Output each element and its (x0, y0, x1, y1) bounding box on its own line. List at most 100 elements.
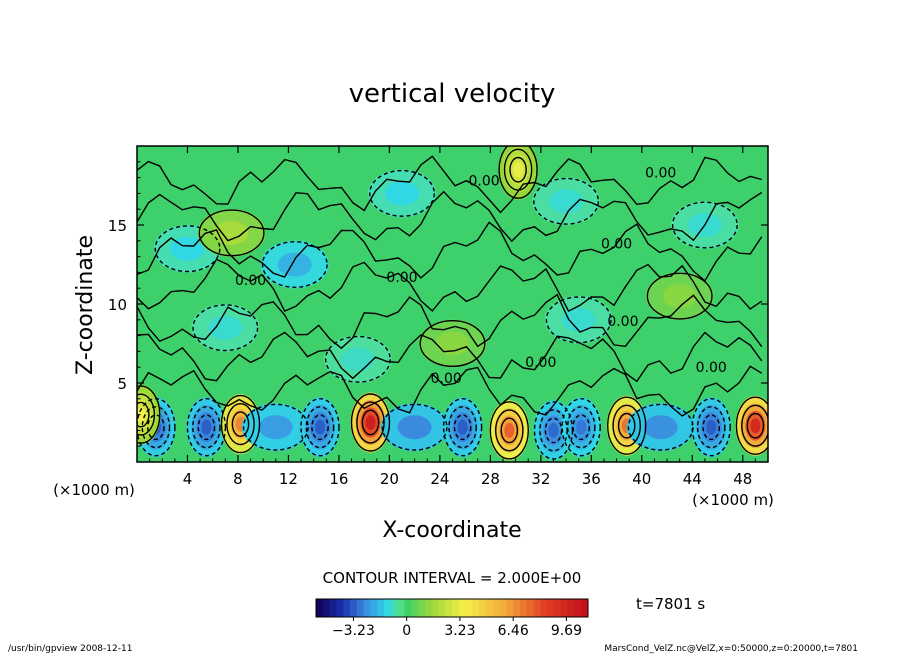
contour-line (141, 406, 171, 449)
colorbar-band (581, 599, 589, 617)
velocity-cell (340, 347, 375, 372)
contour-label: 0.00 (645, 166, 676, 182)
contour-interval-text: CONTOUR INTERVAL = 2.000E+00 (323, 569, 582, 587)
colorbar-band (465, 599, 473, 617)
velocity-cell (385, 181, 419, 206)
colorbar-band (452, 599, 460, 617)
velocity-cell (548, 422, 559, 438)
zero-contour-line (137, 258, 763, 313)
velocity-cell (137, 407, 146, 423)
colorbar-band (520, 599, 528, 617)
velocity-cell (576, 419, 587, 435)
footer-right: MarsCond_VelZ.nc@VelZ,x=0:50000,z=0:2000… (604, 644, 858, 654)
velocity-cell (315, 419, 325, 435)
colorbar-band (322, 599, 330, 617)
contour-line (572, 414, 591, 441)
x-tick-label: 44 (683, 470, 702, 488)
velocity-cell (513, 162, 524, 178)
plot-area: 0.00 0.00 0.00 0.00 0.00 0.00 0.00 0.00 0.00 (136, 145, 769, 463)
contour-line (305, 406, 335, 449)
x-tick-label: 40 (632, 470, 651, 488)
colorbar-band (533, 599, 541, 617)
contour-line (137, 401, 150, 428)
zero-contour-line (137, 155, 762, 214)
contour-label: 0.00 (386, 270, 417, 286)
colorbar-bands (315, 598, 589, 618)
x-tick-label: 12 (279, 470, 298, 488)
contour-line (197, 414, 216, 441)
contour-line (746, 412, 765, 439)
contour-line (617, 412, 636, 439)
contour-label: 0.00 (601, 237, 632, 253)
velocity-cell (662, 284, 697, 309)
y-axis-label: Z-coordinate (73, 235, 98, 375)
colorbar-band (499, 599, 507, 617)
colorbar-band (363, 599, 371, 617)
colorbar-band (445, 599, 453, 617)
contour-label: 0.00 (469, 174, 500, 190)
contour-line (324, 335, 391, 383)
contour-line (646, 272, 713, 320)
velocity-cell (208, 315, 243, 340)
contour-label: 0.00 (525, 355, 556, 371)
x-tick-label: 20 (380, 470, 399, 488)
contour-line (503, 148, 533, 191)
zero-contour-line (137, 293, 763, 350)
colorbar-band (418, 599, 426, 617)
contour-line (137, 393, 156, 436)
contour-line (741, 404, 768, 447)
contour-line (369, 169, 436, 217)
colorbar-band (431, 599, 439, 617)
colorbar-band (526, 599, 534, 617)
contour-line (381, 403, 448, 451)
contour-label: 0.00 (431, 371, 462, 387)
contour-line (509, 156, 527, 183)
x-tick-label: 36 (582, 470, 601, 488)
contour-line (231, 411, 250, 437)
colorbar-band (438, 599, 446, 617)
x-tick-label: 8 (233, 470, 243, 488)
y-tick-label: 10 (108, 296, 127, 314)
x-tick-label: 28 (481, 470, 500, 488)
colorbar-tick-label: 6.46 (498, 623, 529, 639)
zero-contour-line (137, 365, 763, 417)
y-tick-label: 5 (117, 375, 127, 393)
colorbar-band (336, 599, 344, 617)
contour-label: 0.00 (607, 314, 638, 330)
colorbar-ticks: −3.23 0 3.23 6.46 9.69 (332, 617, 582, 639)
contour-lines (137, 146, 768, 460)
colorbar-band (540, 599, 548, 617)
colorbar-band (356, 599, 364, 617)
contour-line (607, 396, 647, 455)
contour-line (494, 409, 524, 452)
contour-line (186, 398, 227, 457)
contour-line (242, 403, 309, 451)
contour-line (627, 403, 694, 451)
contour-line (500, 417, 519, 444)
colorbar-tick-label: −3.23 (332, 623, 375, 639)
colorbar-band (329, 599, 337, 617)
velocity-cell (277, 252, 312, 277)
contour-label: 0.00 (696, 360, 727, 376)
colorbar-band (370, 599, 378, 617)
zero-contour-line (137, 221, 763, 282)
x-axis-label: X-coordinate (382, 518, 521, 543)
contour-line (453, 414, 472, 441)
chart-title: vertical velocity (349, 79, 556, 109)
colorbar-band (390, 599, 398, 617)
zero-contour-line (137, 331, 763, 383)
colorbar-tick-label: 3.23 (444, 623, 475, 639)
contour-line (566, 406, 596, 449)
colorbar-band (404, 599, 412, 617)
contour-line (220, 394, 261, 454)
velocity-cell (706, 419, 717, 435)
contour-line (533, 177, 600, 225)
contour-line (192, 304, 259, 352)
colorbar-band (343, 599, 351, 617)
contour-line (489, 401, 529, 460)
colorbar-band (458, 599, 466, 617)
velocity-cell (435, 331, 470, 356)
x-axis-unit: (×1000 m) (692, 491, 774, 509)
